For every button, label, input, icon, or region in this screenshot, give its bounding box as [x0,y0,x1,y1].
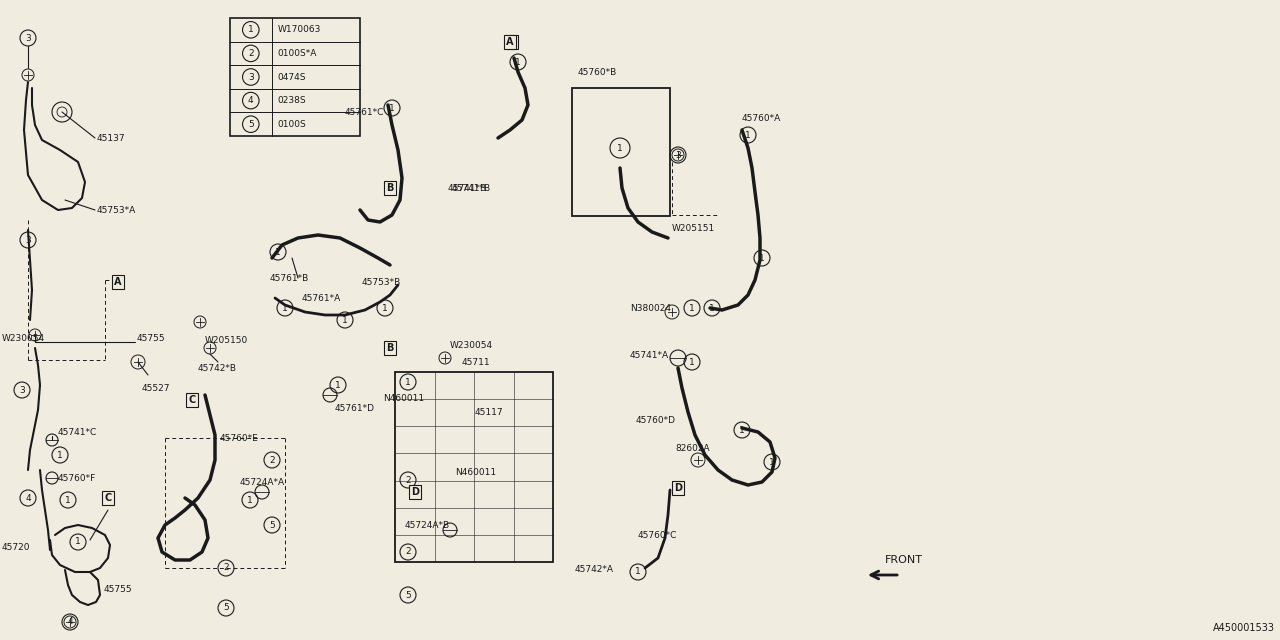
Text: 45761*B: 45761*B [270,273,310,282]
Text: C: C [105,493,111,503]
Text: N460011: N460011 [383,394,424,403]
Text: 1: 1 [617,143,623,152]
Text: 45742*B: 45742*B [198,364,237,372]
Text: 3: 3 [19,385,24,394]
Text: 45760*D: 45760*D [636,415,676,424]
Text: 45741*A: 45741*A [630,351,669,360]
Text: 45753*A: 45753*A [97,205,136,214]
Bar [230,18,360,136]
Text: 45761*C: 45761*C [346,108,384,116]
Text: 1: 1 [58,451,63,460]
Text: 1: 1 [635,568,641,577]
Text: FRONT: FRONT [884,555,923,565]
Text: 4: 4 [26,493,31,502]
Text: W205151: W205151 [672,223,716,232]
Text: 1: 1 [282,303,288,312]
Text: 45137: 45137 [97,134,125,143]
Text: 1: 1 [342,316,348,324]
Text: N460011: N460011 [454,467,497,477]
Text: 2: 2 [248,49,253,58]
Text: A: A [114,277,122,287]
Text: 1: 1 [769,458,774,467]
Text: 1: 1 [759,253,765,262]
Text: 1: 1 [709,303,714,312]
Text: 45760*A: 45760*A [742,113,781,122]
Text: 1: 1 [745,131,751,140]
Text: 45742*A: 45742*A [575,566,614,575]
Text: 3: 3 [26,236,31,244]
Text: 1: 1 [248,26,253,35]
Text: 5: 5 [223,604,229,612]
Text: 1: 1 [76,538,81,547]
Text: C: C [188,395,196,405]
Text: W230054: W230054 [3,333,45,342]
Text: 1: 1 [335,381,340,390]
Text: A: A [508,37,516,47]
Text: 3: 3 [26,33,31,42]
Text: 45741*B: 45741*B [452,184,492,193]
Text: 0238S: 0238S [278,96,306,105]
Text: 45720: 45720 [3,543,31,552]
Text: 45724A*B: 45724A*B [404,520,451,529]
Text: W170063: W170063 [278,26,321,35]
Text: A450001533: A450001533 [1213,623,1275,633]
Text: 45527: 45527 [142,383,170,392]
Text: 0100S*A: 0100S*A [278,49,317,58]
Text: 0474S: 0474S [278,72,306,81]
Text: 1: 1 [689,358,695,367]
Text: D: D [675,483,682,493]
Text: 2: 2 [406,476,411,484]
Text: 45753*B: 45753*B [362,278,401,287]
Text: 2: 2 [406,547,411,557]
Text: 2: 2 [269,456,275,465]
Text: B: B [387,183,394,193]
Text: 45755: 45755 [104,586,133,595]
Bar [572,88,669,216]
Text: 45761*D: 45761*D [335,403,375,413]
Text: W230054: W230054 [451,340,493,349]
Text: 1: 1 [515,58,521,67]
Text: 1: 1 [406,378,411,387]
Text: 1: 1 [389,104,394,113]
Text: 45760*E: 45760*E [220,433,259,442]
Text: 1: 1 [247,495,253,504]
Text: 45711: 45711 [462,358,490,367]
Text: 45760*F: 45760*F [58,474,96,483]
Text: 3: 3 [675,150,681,159]
Text: 45741*C: 45741*C [58,428,97,436]
Text: 1: 1 [689,303,695,312]
Text: 1: 1 [739,426,745,435]
Text: 45761*A: 45761*A [302,294,342,303]
Text: 45117: 45117 [475,408,503,417]
Bar [396,372,553,562]
Text: 5: 5 [269,520,275,529]
Text: 45755: 45755 [137,333,165,342]
Text: N380024: N380024 [630,303,671,312]
Text: 45724A*A: 45724A*A [241,477,285,486]
Text: B: B [387,343,394,353]
Text: A: A [507,37,513,47]
Text: 1: 1 [383,303,388,312]
Text: 5: 5 [406,591,411,600]
Text: 45741*B: 45741*B [448,184,488,193]
Text: 2: 2 [223,563,229,573]
Text: D: D [411,487,419,497]
Text: 82602A: 82602A [675,444,709,452]
Text: 45760*C: 45760*C [637,531,677,540]
Text: 4: 4 [248,96,253,105]
Text: 0100S: 0100S [278,120,306,129]
Text: 45760*B: 45760*B [579,67,617,77]
Text: W205150: W205150 [205,335,248,344]
Text: 5: 5 [248,120,253,129]
Text: 4: 4 [67,618,73,627]
Text: 1: 1 [275,248,280,257]
Text: 3: 3 [248,72,253,81]
Text: 1: 1 [65,495,70,504]
